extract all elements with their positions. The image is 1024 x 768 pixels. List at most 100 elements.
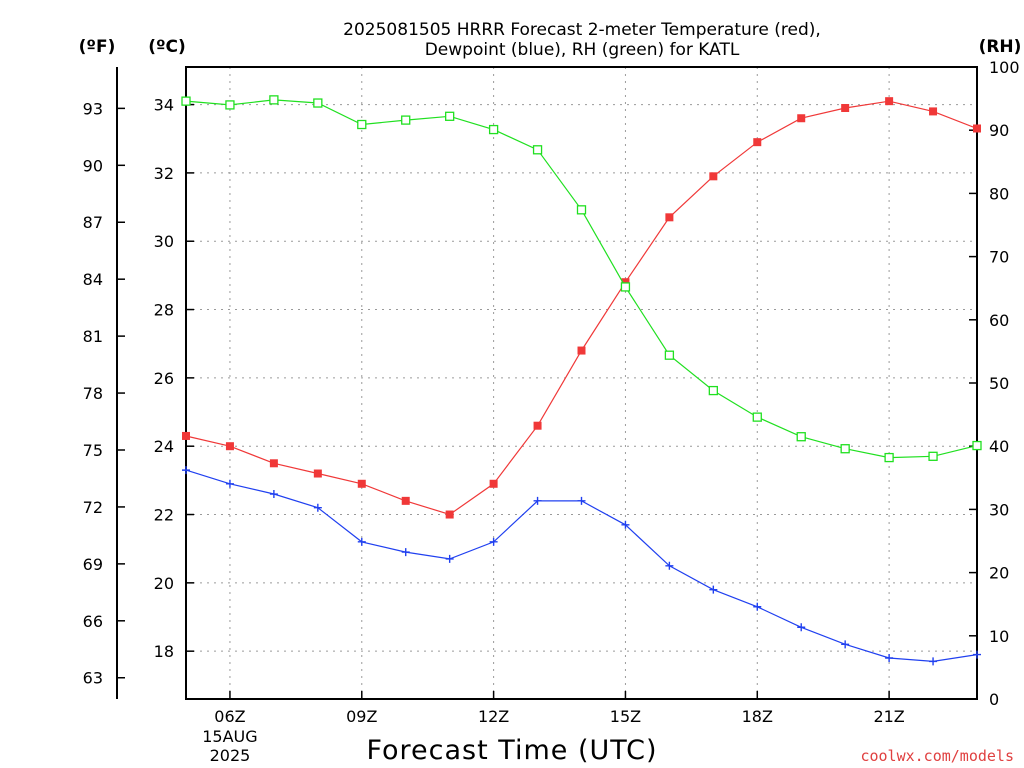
dewpoint-point — [797, 623, 806, 632]
temperature-point — [489, 479, 498, 488]
dewpoint-point — [621, 520, 630, 529]
temperature-point — [269, 459, 278, 468]
rh-point — [620, 282, 631, 292]
dewpoint-point — [929, 657, 938, 666]
x-axis-label: Forecast Time (UTC) — [366, 735, 657, 766]
temperature-point — [797, 114, 806, 123]
x-tick-label: 21Z — [873, 707, 904, 726]
temperature-point — [357, 479, 366, 488]
temperature-point — [973, 124, 981, 133]
fahrenheit-tick-label: 90 — [83, 156, 103, 175]
rh-point — [488, 124, 499, 135]
rh-tick-label: 50 — [989, 374, 1009, 393]
rh-tick-label: 90 — [989, 121, 1009, 140]
celsius-tick-label: 30 — [154, 232, 174, 251]
celsius-tick-label: 34 — [154, 96, 174, 115]
fahrenheit-tick-label: 93 — [83, 99, 103, 118]
dewpoint-point — [709, 585, 718, 594]
rh-point — [576, 205, 587, 215]
fahrenheit-tick-label: 81 — [83, 327, 103, 346]
temperature-point — [401, 496, 410, 505]
rh-point — [664, 350, 675, 360]
celsius-tick-label: 18 — [154, 642, 174, 661]
rh-tick-label: 20 — [989, 564, 1009, 583]
celsius-tick-label: 20 — [154, 574, 174, 593]
rh-point — [225, 100, 235, 110]
rh-tick-label: 70 — [989, 248, 1009, 267]
rh-point — [928, 451, 938, 461]
rh-point — [269, 95, 279, 105]
celsius-tick-label: 32 — [154, 164, 174, 183]
x-tick-label: 06Z — [214, 707, 245, 726]
temperature-point — [753, 138, 762, 147]
dewpoint-point — [577, 496, 586, 505]
rh-tick-label: 30 — [989, 500, 1009, 519]
x-tick-label: 18Z — [742, 707, 773, 726]
celsius-tick-label: 22 — [154, 506, 174, 525]
data-series — [181, 95, 982, 666]
rh-unit-label: (RH) — [979, 37, 1022, 57]
temperature-point — [313, 469, 322, 478]
rh-point — [401, 115, 411, 125]
temperature-point — [841, 103, 850, 112]
temperature-point — [182, 431, 190, 440]
rh-point — [313, 98, 323, 108]
rh-point — [884, 452, 894, 463]
rh-tick-label: 60 — [989, 311, 1009, 330]
x-tick-year-label: 2025 — [210, 746, 251, 765]
rh-point — [752, 412, 762, 422]
x-tick-label: 09Z — [346, 707, 377, 726]
credit-label: coolwx.com/models — [860, 747, 1014, 765]
celsius-unit-label: (ºC) — [148, 37, 186, 57]
x-tick-date-label: 15AUG — [202, 727, 257, 746]
temperature-point — [665, 213, 674, 222]
chart-title-line-1: 2025081505 HRRR Forecast 2-meter Tempera… — [343, 20, 821, 40]
dewpoint-point — [885, 654, 894, 663]
dewpoint-point — [445, 554, 454, 563]
x-tick-label: 15Z — [610, 707, 641, 726]
temperature-point — [577, 346, 586, 355]
temperature-point — [709, 172, 718, 181]
dewpoint-point — [401, 548, 410, 557]
dewpoint-point — [225, 479, 234, 488]
fahrenheit-tick-label: 75 — [83, 441, 103, 460]
rh-tick-label: 0 — [989, 690, 999, 709]
fahrenheit-tick-label: 78 — [83, 384, 103, 403]
fahrenheit-tick-label: 72 — [83, 498, 103, 517]
rh-point — [796, 432, 806, 442]
celsius-tick-label: 24 — [154, 437, 174, 456]
dewpoint-point — [973, 650, 981, 659]
dewpoint-point — [313, 503, 322, 512]
rh-point — [357, 119, 367, 130]
rh-tick-label: 40 — [989, 437, 1009, 456]
rh-point — [181, 96, 191, 106]
rh-tick-label: 100 — [989, 58, 1020, 77]
dewpoint-point — [182, 466, 190, 475]
fahrenheit-tick-label: 87 — [83, 213, 103, 232]
rh-point — [840, 444, 850, 454]
dewpoint-point — [269, 490, 278, 499]
celsius-tick-label: 28 — [154, 301, 174, 320]
dewpoint-point — [841, 640, 850, 649]
dewpoint-point — [357, 537, 366, 546]
rh-tick-label: 80 — [989, 184, 1009, 203]
fahrenheit-unit-label: (ºF) — [79, 37, 116, 57]
fahrenheit-tick-label: 63 — [83, 669, 103, 688]
rh-tick-label: 10 — [989, 627, 1009, 646]
fahrenheit-tick-label: 84 — [83, 270, 103, 289]
temperature-point — [445, 510, 454, 519]
temperature-point — [929, 107, 938, 116]
dewpoint-point — [753, 602, 762, 611]
temperature-point — [621, 278, 630, 287]
fahrenheit-tick-label: 66 — [83, 612, 103, 631]
dewpoint-point — [665, 561, 674, 570]
temperature-point — [885, 97, 894, 106]
rh-point — [445, 111, 455, 121]
rh-point — [972, 440, 982, 451]
dewpoint-point — [533, 496, 542, 505]
rh-point — [532, 145, 543, 155]
temperature-point — [225, 442, 234, 451]
